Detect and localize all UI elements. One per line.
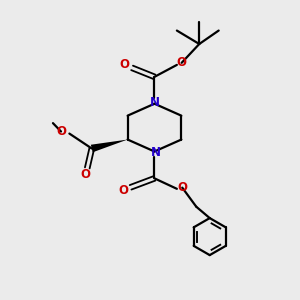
Text: O: O — [177, 181, 187, 194]
Polygon shape — [91, 140, 128, 152]
Text: O: O — [56, 125, 66, 138]
Text: N: N — [151, 146, 161, 159]
Text: O: O — [80, 168, 90, 181]
Text: O: O — [120, 58, 130, 71]
Text: N: N — [149, 96, 160, 109]
Text: O: O — [177, 56, 187, 69]
Text: O: O — [118, 184, 128, 197]
